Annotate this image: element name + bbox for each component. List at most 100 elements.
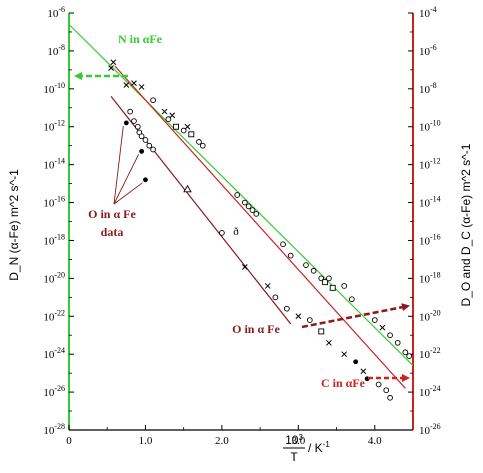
x-tick-label: 4.0 (368, 435, 382, 447)
n-data-point (287, 252, 294, 259)
x-tick-label: 3.0 (291, 435, 305, 447)
c-data-point (138, 133, 145, 140)
y-label-left: D_N (α-Fe) m^2 s^-1 (7, 169, 21, 281)
c-data-point (146, 142, 153, 149)
left-tick-label: 10-16 (43, 195, 65, 210)
n-data-point (138, 84, 145, 90)
n-data-point (387, 332, 393, 339)
n-data-point (280, 241, 286, 248)
left-tick-label: 10-20 (43, 270, 65, 285)
n-data-point (110, 59, 117, 66)
c-data-point (353, 359, 359, 365)
left-tick-label: 10-18 (43, 232, 65, 247)
y-label-right: D_O and D_C (α-Fe) m^2 s^-1 (459, 143, 473, 306)
o-data-pointer (113, 125, 124, 205)
o-axis-arrow (301, 303, 410, 329)
n-data-point (123, 82, 130, 88)
c-data-point (360, 368, 367, 375)
n-data-point (326, 275, 332, 282)
left-tick-label: 10-28 (43, 422, 65, 437)
right-tick-label: 10-26 (419, 422, 441, 437)
right-tick-label: 10-20 (419, 308, 441, 323)
c-data-point (387, 394, 393, 401)
c-data-point (150, 146, 156, 153)
fit-line-c (114, 65, 406, 389)
x-tick-label: 2.0 (215, 435, 229, 447)
right-tick-label: 10-4 (419, 5, 437, 20)
right-tick-label: 10-22 (419, 346, 441, 361)
n-data-point (196, 139, 202, 145)
n-data-point (150, 97, 156, 104)
o-data-point (123, 120, 129, 126)
n-data-point (188, 131, 195, 138)
c-data-point (131, 118, 137, 124)
o-data-extra-mark: ð (233, 226, 239, 238)
o-data-label-line1: O in α Fe (88, 207, 136, 221)
n-data-point (161, 108, 168, 115)
c-data-point (383, 387, 390, 394)
right-tick-label: 10-14 (419, 195, 441, 210)
left-tick-label: 10-26 (43, 384, 65, 399)
n-data-point (348, 296, 355, 303)
right-tick-label: 10-18 (419, 270, 441, 285)
right-tick-label: 10-8 (419, 81, 437, 96)
n-data-point (341, 283, 348, 289)
c-data-point (219, 230, 225, 236)
right-tick-label: 10-6 (419, 43, 437, 58)
x-label-unit: / K-1 (308, 440, 330, 455)
c-data-point (295, 313, 302, 320)
left-tick-label: 10-8 (47, 43, 65, 58)
right-tick-label: 10-24 (419, 384, 441, 399)
fit-line-n (68, 23, 414, 366)
o-data-point (143, 177, 148, 183)
n-data-point (180, 127, 187, 134)
right-tick-label: 10-16 (419, 232, 441, 247)
o-data-label-line2: data (101, 225, 124, 239)
o-in-fe-label: O in α Fe (232, 322, 280, 336)
n-data-point (108, 65, 114, 71)
n-data-point (245, 203, 252, 210)
o-data-point (139, 148, 145, 154)
n-data-point (131, 80, 137, 86)
n-data-point (253, 211, 260, 217)
n-data-point (169, 112, 176, 119)
x-tick-label: 1.0 (139, 435, 153, 447)
n-data-point (234, 192, 241, 198)
n-data-point (322, 279, 329, 286)
left-tick-label: 10-6 (47, 5, 65, 20)
c-data-point (318, 328, 325, 335)
c-data-point (264, 283, 271, 289)
n-data-point (173, 123, 179, 130)
c-data-point (284, 305, 290, 312)
n-data-point (165, 116, 172, 122)
c-data-point (183, 184, 192, 193)
c-data-point (341, 351, 348, 358)
c-in-fe-label: C in αFe (321, 376, 366, 390)
right-tick-label: 10-10 (419, 119, 441, 134)
left-tick-label: 10-10 (43, 81, 65, 96)
c-data-point (134, 123, 141, 130)
o-data-pointer (113, 182, 143, 205)
n-data-point (249, 207, 256, 213)
n-data-point (310, 267, 317, 274)
c-data-point (241, 264, 248, 270)
c-data-point (306, 317, 313, 323)
n-data-point (184, 123, 191, 130)
left-tick-label: 10-24 (43, 346, 65, 361)
c-data-point (375, 381, 382, 388)
n-data-point (379, 324, 386, 331)
n-in-fe-label: N in αFe (118, 32, 163, 46)
n-data-point (402, 349, 409, 356)
x-tick-label: 0 (66, 435, 72, 447)
c-data-point (326, 339, 332, 346)
n-data-point (199, 142, 206, 149)
x-label-numerator: 103 (285, 433, 303, 447)
left-tick-label: 10-22 (43, 308, 65, 323)
n-data-point (394, 339, 401, 346)
left-tick-label: 10-12 (43, 119, 65, 134)
n-data-point (241, 199, 248, 206)
n-data-point (371, 317, 378, 323)
c-data-point (127, 108, 134, 115)
o-data-pointer (113, 154, 140, 205)
